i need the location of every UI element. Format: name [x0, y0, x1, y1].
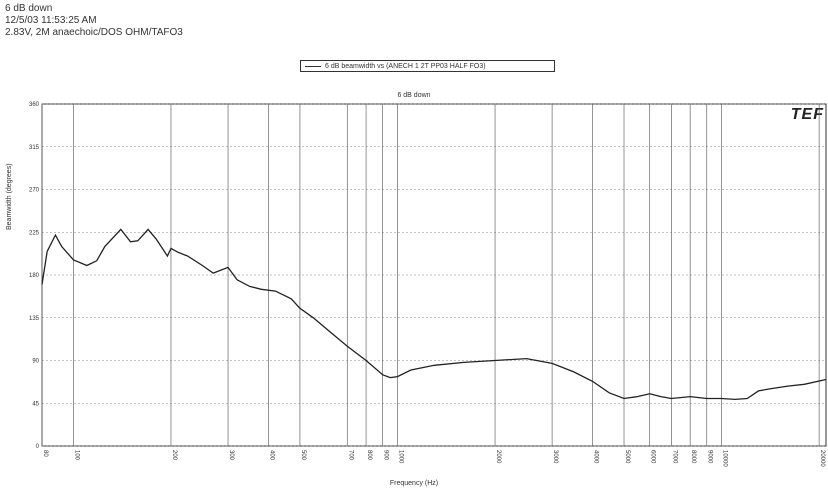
chart-legend: 6 dB beamwidth vs (ANECH 1 2T PP03 HALF … [300, 60, 555, 72]
y-tick-label: 315 [29, 145, 40, 151]
x-axis-label: Frequency (Hz) [389, 480, 439, 487]
header-measurement-info: 2.83V, 2M anaechoic/DOS OHM/TAFO3 [5, 27, 183, 38]
x-tick-label: 400 [269, 450, 275, 461]
brand-logo: TEF [790, 106, 824, 123]
x-tick-label: 4000 [593, 450, 599, 464]
x-tick-label: 80 [42, 450, 48, 457]
x-tick-label: 300 [228, 450, 234, 461]
chart-header: 6 dB down 12/5/03 11:53:25 AM 2.83V, 2M … [5, 3, 183, 39]
x-tick-label: 900 [383, 450, 389, 461]
x-tick-label: 6000 [650, 450, 656, 464]
x-tick-label: 20000 [819, 450, 825, 467]
y-tick-label: 270 [29, 188, 40, 194]
plot-title: 6 dB down [397, 92, 431, 99]
x-tick-label: 200 [171, 450, 177, 461]
y-tick-label: 360 [29, 102, 40, 108]
x-tick-label: 7000 [671, 450, 677, 464]
legend-label: 6 dB beamwidth vs (ANECH 1 2T PP03 HALF … [325, 62, 486, 70]
y-tick-label: 180 [29, 273, 40, 279]
x-tick-label: 1000 [397, 450, 403, 464]
x-tick-label: 9000 [707, 450, 713, 464]
series-line [41, 228, 827, 401]
y-tick-label: 90 [32, 359, 39, 365]
x-tick-label: 5000 [624, 450, 630, 464]
x-tick-label: 100 [73, 450, 79, 461]
x-tick-label: 500 [300, 450, 306, 461]
x-tick-label: 2000 [495, 450, 501, 464]
x-tick-label: 8000 [690, 450, 696, 464]
y-tick-label: 0 [36, 444, 40, 450]
header-timestamp: 12/5/03 11:53:25 AM [5, 15, 97, 26]
y-tick-label: 225 [29, 230, 40, 236]
y-tick-label: 135 [29, 316, 40, 322]
x-tick-label: 800 [366, 450, 372, 461]
header-title: 6 dB down [5, 3, 53, 14]
x-tick-label: 10000 [722, 450, 728, 467]
x-tick-label: 3000 [552, 450, 558, 464]
y-axis-label: Beamwidth (degrees) [6, 163, 13, 230]
legend-line-swatch [305, 65, 321, 67]
y-tick-label: 45 [32, 401, 39, 407]
x-tick-label: 700 [347, 450, 353, 461]
